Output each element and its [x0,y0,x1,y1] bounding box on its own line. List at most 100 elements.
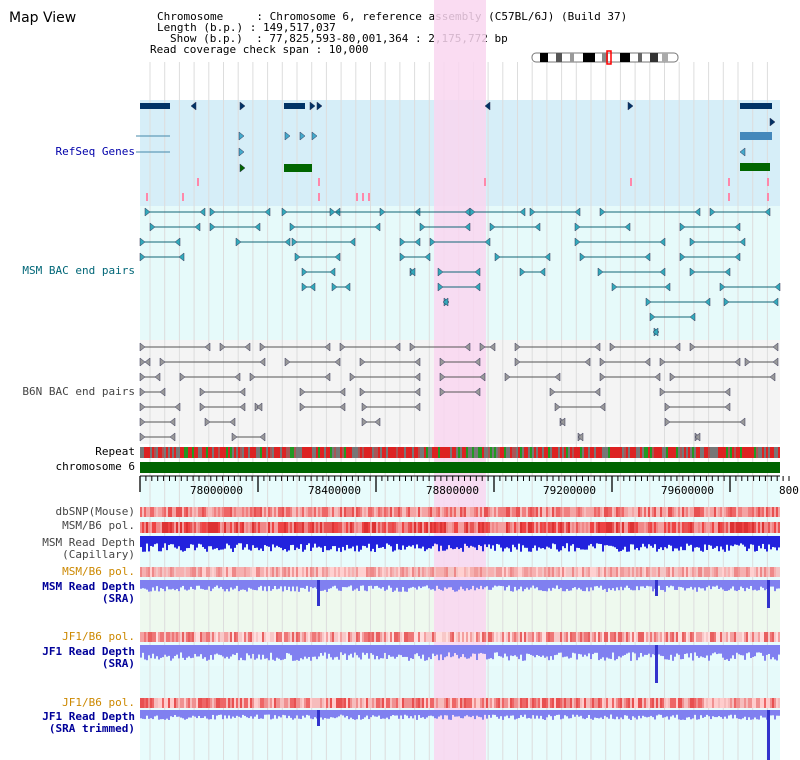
heat-strip-mark [670,632,672,642]
ideogram-band [620,53,630,62]
heat-strip-mark [286,632,288,642]
read-depth-bar [294,710,296,719]
heat-strip-mark [360,507,362,517]
heat-strip-mark [378,522,380,533]
heat-strip-mark [262,507,264,517]
track-label-refseq[interactable]: RefSeq Genes [55,145,135,158]
read-depth-bar [448,536,450,546]
read-depth-bar [486,645,488,660]
heat-strip-mark [698,507,700,517]
track-label-b6n-bac[interactable]: B6N BAC end pairs [22,385,135,398]
read-depth-bar [520,645,522,655]
heat-strip-mark [300,632,302,642]
read-depth-bar [440,536,442,546]
read-depth-bar [596,536,598,544]
heat-strip-mark [700,698,702,708]
heat-strip-mark [324,507,326,517]
heat-strip-mark [322,567,324,577]
heat-strip-mark [458,507,460,517]
heat-strip-mark [664,632,666,642]
read-depth-bar [716,536,718,547]
heat-strip-mark [594,507,596,517]
repeat-mark [718,447,720,458]
read-depth-bar [526,645,528,654]
read-depth-bar [402,580,404,588]
read-depth-bar [178,645,180,659]
read-depth-bar [644,645,646,655]
read-depth-bar [546,710,548,718]
read-depth-bar [436,580,438,586]
read-depth-bar [564,536,566,549]
repeat-mark [282,447,284,458]
refseq-marker [356,193,358,201]
read-depth-bar [618,536,620,552]
read-depth-bar [694,710,696,715]
read-depth-bar [180,536,182,551]
read-depth-bar [736,710,738,719]
heat-strip-mark [728,567,730,577]
read-depth-bar [620,645,622,658]
repeat-mark [442,447,444,458]
heat-strip-mark [770,507,772,517]
heat-strip-mark [496,567,498,577]
read-depth-bar [768,536,770,545]
read-depth-bar [512,710,514,716]
heat-strip-mark [180,522,182,533]
repeat-mark [140,447,142,458]
heat-strip-mark [452,507,454,517]
repeat-mark [310,447,312,458]
read-depth-bar [398,645,400,655]
heat-strip-mark [194,698,196,708]
heat-strip-mark [406,632,408,642]
heat-strip-mark [760,522,762,533]
heat-strip-mark [258,567,260,577]
read-depth-bar [306,580,308,586]
read-depth-bar [648,645,650,654]
heat-strip-mark [364,698,366,708]
repeat-mark [522,447,524,458]
heat-strip-mark [386,632,388,642]
strand-arrow-icon [284,237,291,247]
heat-strip-mark [222,632,224,642]
read-depth-bar [550,645,552,657]
heat-strip-mark [438,522,440,533]
heat-strip-mark [748,507,750,517]
heat-strip-mark [258,507,260,517]
read-depth-bar [494,536,496,551]
track-label-msm-bac[interactable]: MSM BAC end pairs [22,264,135,277]
read-depth-bar [674,710,676,718]
heat-strip-mark [630,507,632,517]
heat-strip-mark [536,632,538,642]
read-depth-bar [722,710,724,719]
read-depth-bar [140,710,142,719]
strand-arrow-icon [309,282,316,292]
heat-strip-mark [528,632,530,642]
heat-strip-mark [446,632,448,642]
read-depth-bar [520,580,522,587]
repeat-mark [144,447,146,458]
heat-strip-mark [550,522,552,533]
repeat-mark [416,447,418,458]
read-depth-bar [200,536,202,545]
strand-arrow-icon [309,101,316,111]
heat-strip-mark [718,507,720,517]
heat-strip-mark [742,507,744,517]
heat-strip-mark [736,632,738,642]
heat-strip-mark [498,698,500,708]
heat-strip-mark [220,698,222,708]
heat-strip-mark [152,567,154,577]
strand-arrow-icon [659,267,666,277]
read-depth-bar [416,710,418,720]
read-depth-bar [234,536,236,548]
strand-arrow-icon [199,207,206,217]
repeat-mark [378,447,380,458]
strand-arrow-icon [599,357,606,367]
read-depth-bar [352,710,354,720]
ideogram-band [556,53,562,62]
read-depth-bar [312,536,314,548]
strand-arrow-icon [474,357,481,367]
heat-strip-mark [624,632,626,642]
heat-strip-mark [444,567,446,577]
heat-strip-mark [630,698,632,708]
